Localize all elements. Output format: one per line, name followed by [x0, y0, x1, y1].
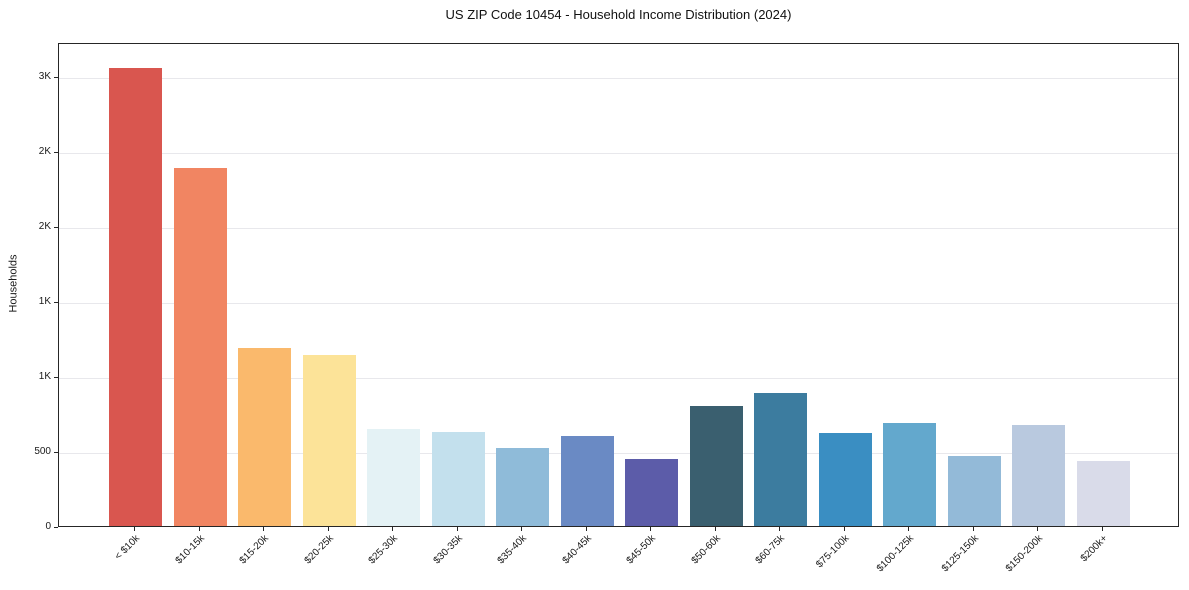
x-tick-mark [521, 527, 522, 531]
x-tick-mark [779, 527, 780, 531]
x-tick-label: $35-40k [495, 533, 530, 567]
x-tick-mark [1101, 527, 1103, 531]
x-tick-mark [585, 527, 587, 531]
x-tick-mark [392, 527, 393, 531]
y-tick-mark [54, 76, 58, 78]
chart-title: US ZIP Code 10454 - Household Income Dis… [445, 7, 792, 22]
gridline [59, 302, 1178, 304]
gridline [59, 452, 1178, 454]
bar [367, 428, 420, 526]
x-tick-mark [650, 527, 651, 531]
x-tick-mark [134, 527, 135, 531]
x-tick-label: $15-20k [237, 533, 272, 567]
gridline [59, 227, 1178, 229]
y-tick-mark [54, 376, 58, 378]
gridline [59, 152, 1178, 154]
x-tick-label: $75-100k [814, 533, 852, 571]
bar [1076, 460, 1130, 526]
y-tick-label: 0 [45, 521, 51, 532]
x-tick-mark [456, 527, 458, 531]
x-tick-mark [843, 527, 845, 531]
bar [560, 436, 614, 526]
bar [689, 406, 743, 526]
x-tick-mark [714, 527, 716, 531]
gridline [59, 77, 1178, 79]
bar [431, 431, 485, 526]
x-tick-label: $125-150k [939, 533, 981, 575]
x-tick-mark [1037, 527, 1038, 531]
bar [754, 393, 807, 526]
x-tick-mark [972, 527, 974, 531]
x-tick-label: $200k+ [1078, 533, 1110, 565]
y-tick-label: 1K [38, 371, 51, 383]
bar [625, 458, 678, 526]
bar [238, 347, 291, 526]
x-tick-labels: < $10k $10-15k $15-20k $20-25k $25-30k $30-35… [58, 527, 1179, 589]
y-tick-mark [54, 301, 58, 303]
y-tick-label: 1K [38, 296, 51, 308]
y-tick-mark [54, 226, 58, 228]
y-tick-mark [54, 526, 58, 528]
x-tick-label: $150-200k [1004, 533, 1046, 575]
x-tick-label: $30-35k [431, 533, 465, 567]
y-tick-label: 2K [38, 221, 51, 233]
bar [496, 448, 549, 526]
bar [1012, 424, 1065, 526]
gridline [59, 377, 1178, 379]
y-tick-label: 500 [34, 446, 51, 458]
x-tick-mark [908, 527, 909, 531]
x-tick-mark [327, 527, 329, 531]
x-tick-label: $100-125k [875, 533, 917, 575]
bar [109, 67, 162, 526]
bar [818, 433, 872, 526]
x-tick-label: $50-60k [689, 533, 723, 567]
bar [947, 455, 1001, 526]
x-tick-mark [263, 527, 264, 531]
x-tick-label: $10-15k [173, 533, 207, 567]
x-tick-label: $45-50k [624, 533, 659, 567]
bar [883, 423, 936, 526]
bar [302, 355, 356, 526]
x-tick-label: $25-30k [366, 533, 401, 567]
y-tick-label: 3K [38, 71, 51, 83]
y-tick-mark [54, 451, 58, 453]
x-tick-label: $20-25k [302, 533, 336, 567]
x-tick-mark [198, 527, 200, 531]
bar [173, 167, 227, 526]
y-tick-label: 2K [38, 146, 51, 158]
plot-area [58, 43, 1179, 527]
x-tick-label: $40-45k [560, 533, 594, 567]
x-tick-label: $60-75k [753, 533, 788, 567]
x-tick-label: < $10k [113, 533, 143, 563]
y-tick-mark [54, 151, 58, 153]
